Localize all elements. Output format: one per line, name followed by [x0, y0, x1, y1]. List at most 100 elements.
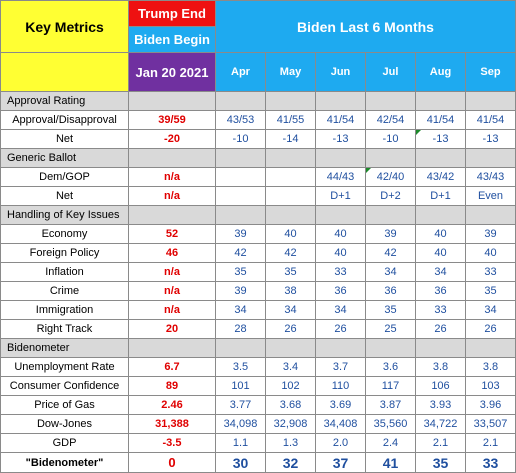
biden-month-value: 42 — [365, 243, 416, 263]
biden-month-value: 39 — [365, 224, 416, 244]
biden-begin-header: Biden Begin — [128, 26, 216, 53]
metric-label: GDP — [0, 433, 129, 453]
biden-month-value: 102 — [265, 376, 316, 396]
month-header: Apr — [215, 52, 266, 92]
biden-month-value: 43/43 — [465, 167, 516, 187]
section-fill-cell — [315, 338, 366, 358]
metric-row: GDP -3.5 1.1 1.3 2.0 2.4 2.1 2.1 — [0, 433, 516, 453]
section-fill-cell — [265, 338, 316, 358]
bidenometer-total-row: "Bidenometer" 0 30 32 37 41 35 33 — [0, 452, 516, 473]
biden-month-value: 33 — [315, 262, 366, 282]
section-title: Approval Rating — [0, 91, 129, 111]
metric-row: Unemployment Rate 6.7 3.5 3.4 3.7 3.6 3.8 3.8 — [0, 357, 516, 377]
month-header: Jul — [365, 52, 416, 92]
bidenometer-month-value: 32 — [265, 452, 316, 473]
metric-row: Economy 52 39 40 40 39 40 39 — [0, 224, 516, 244]
trump-baseline-value: -20 — [128, 129, 216, 149]
baseline-date-header: Jan 20 2021 — [128, 52, 216, 92]
trump-baseline-value: 89 — [128, 376, 216, 396]
bidenometer-month-value: 37 — [315, 452, 366, 473]
biden-month-value: 26 — [265, 319, 316, 339]
metric-row: Approval/Disapproval 39/59 43/53 41/55 41/54… — [0, 110, 516, 130]
key-metrics-header-fill — [0, 52, 129, 92]
biden-month-value: 34 — [465, 300, 516, 320]
section-fill-cell — [265, 91, 316, 111]
section-fill-cell — [415, 205, 466, 225]
biden-month-value — [265, 167, 316, 187]
metric-row: Inflation n/a 35 35 33 34 34 33 — [0, 262, 516, 282]
section-header-row: Bidenometer — [0, 338, 516, 358]
biden-month-value: 34 — [415, 262, 466, 282]
metric-label: Consumer Confidence — [0, 376, 129, 396]
biden-month-value: 3.69 — [315, 395, 366, 415]
trump-baseline-value: n/a — [128, 186, 216, 206]
metric-row: Right Track 20 28 26 26 25 26 26 — [0, 319, 516, 339]
biden-month-value: 28 — [215, 319, 266, 339]
metric-label: Crime — [0, 281, 129, 301]
metric-row: Net -20 -10 -14 -13 -10 -13 -13 — [0, 129, 516, 149]
biden-month-value: 36 — [415, 281, 466, 301]
biden-month-value: 40 — [315, 243, 366, 263]
biden-month-value: 2.1 — [415, 433, 466, 453]
section-fill-cell — [415, 91, 466, 111]
bidenometer-month-value: 30 — [215, 452, 266, 473]
biden-month-value: -14 — [265, 129, 316, 149]
section-fill-cell — [465, 91, 516, 111]
biden-month-value: -13 — [415, 129, 466, 149]
biden-month-value: -10 — [365, 129, 416, 149]
biden-month-value: 3.8 — [465, 357, 516, 377]
trump-baseline-value: -3.5 — [128, 433, 216, 453]
biden-month-value: 33,507 — [465, 414, 516, 434]
biden-month-value: 40 — [265, 224, 316, 244]
biden-month-value: 40 — [415, 243, 466, 263]
biden-month-value: 41/55 — [265, 110, 316, 130]
biden-month-value: 43/42 — [415, 167, 466, 187]
section-fill-cell — [365, 338, 416, 358]
biden-month-value: D+1 — [315, 186, 366, 206]
trump-baseline-value: 2.46 — [128, 395, 216, 415]
bidenometer-month-value: 41 — [365, 452, 416, 473]
biden-month-value: 25 — [365, 319, 416, 339]
section-fill-cell — [128, 148, 216, 168]
biden-month-value: 117 — [365, 376, 416, 396]
metric-label: Net — [0, 129, 129, 149]
metric-label: Right Track — [0, 319, 129, 339]
section-fill-cell — [215, 205, 266, 225]
metric-label: Dow-Jones — [0, 414, 129, 434]
biden-month-value: 26 — [315, 319, 366, 339]
biden-month-value: D+1 — [415, 186, 466, 206]
metric-row: Consumer Confidence 89 101 102 110 117 106 103 — [0, 376, 516, 396]
biden-month-value: 3.6 — [365, 357, 416, 377]
metric-row: Dem/GOP n/a 44/43 42/40 43/42 43/43 — [0, 167, 516, 187]
biden-month-value: 1.3 — [265, 433, 316, 453]
biden-month-value: 39 — [465, 224, 516, 244]
biden-month-value: 35 — [465, 281, 516, 301]
biden-month-value: 36 — [365, 281, 416, 301]
biden-month-value: 34 — [265, 300, 316, 320]
trump-baseline-value: n/a — [128, 167, 216, 187]
biden-month-value: 42 — [215, 243, 266, 263]
section-fill-cell — [365, 91, 416, 111]
biden-month-value: 41/54 — [465, 110, 516, 130]
bidenometer-month-value: 33 — [465, 452, 516, 473]
trump-end-header: Trump End — [128, 0, 216, 27]
trump-baseline-value: 6.7 — [128, 357, 216, 377]
section-header-row: Approval Rating — [0, 91, 516, 111]
metric-row: Foreign Policy 46 42 42 40 42 40 40 — [0, 243, 516, 263]
biden-month-value: 110 — [315, 376, 366, 396]
biden-month-value: D+2 — [365, 186, 416, 206]
biden-month-value: 2.0 — [315, 433, 366, 453]
biden-month-value: 42/54 — [365, 110, 416, 130]
section-fill-cell — [365, 205, 416, 225]
section-fill-cell — [365, 148, 416, 168]
biden-month-value: 35,560 — [365, 414, 416, 434]
trump-baseline-value: n/a — [128, 281, 216, 301]
biden-month-value — [215, 167, 266, 187]
section-fill-cell — [215, 338, 266, 358]
biden-month-value: 2.4 — [365, 433, 416, 453]
biden-month-value: 2.1 — [465, 433, 516, 453]
biden-month-value: 34,408 — [315, 414, 366, 434]
biden-month-value: 3.68 — [265, 395, 316, 415]
biden-month-value: 1.1 — [215, 433, 266, 453]
month-header: May — [265, 52, 316, 92]
